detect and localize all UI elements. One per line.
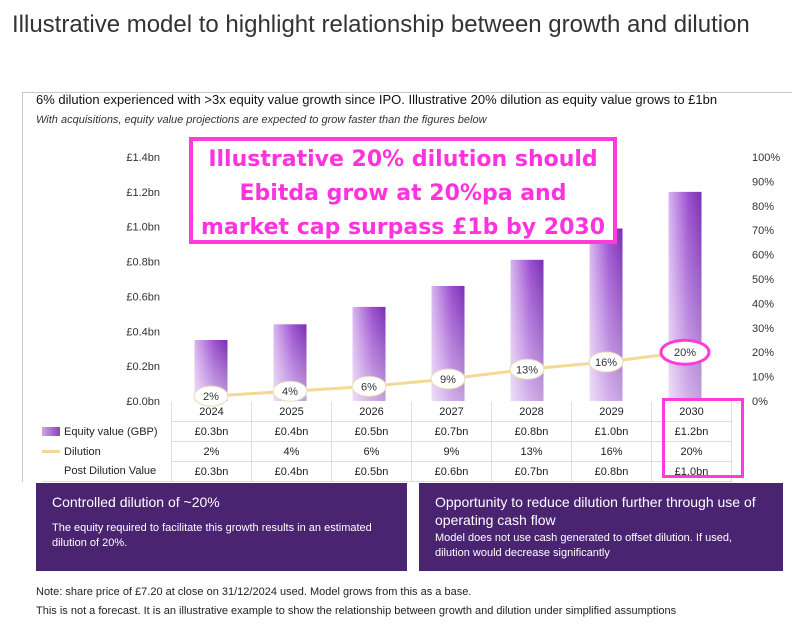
table-cell: £0.8bn [571,461,652,482]
callout-line-2: Ebitda grow at 20%pa and [239,181,567,206]
panel-controlled-dilution: Controlled dilution of ~20% The equity r… [36,483,407,571]
equity-swatch-icon [42,427,60,437]
callout-line-3: market cap surpass £1b by 2030 [200,215,606,240]
row-label: Equity value (GBP) [64,425,158,438]
panel-body: Model does not use cash generated to off… [435,532,732,559]
dilution-data-label: 4% [282,386,298,398]
frame-left-rule [22,92,23,482]
table-corner [42,402,172,422]
table-header-row: 2024 2025 2026 2027 2028 2029 2030 [42,402,732,422]
table-cell: £0.3bn [171,421,252,442]
dilution-data-label: 6% [361,381,377,393]
table-cell: 9% [411,441,492,462]
y-right-tick-label: 60% [752,250,774,262]
table-cell: £0.5bn [331,421,412,442]
table-year: 2028 [491,402,572,422]
callout-line-1: Illustrative 20% dilution should [208,147,598,172]
y-right-tick-label: 40% [752,298,774,310]
y-left-tick-label: £1.0bn [126,222,160,234]
table-cell: £0.4bn [251,461,332,482]
table-year: 2030 [651,402,732,422]
panel-body: The equity required to facilitate this g… [52,522,372,549]
chart-subtitle-italic: With acquisitions, equity value projecti… [36,114,487,126]
table-cell: £0.7bn [491,461,572,482]
dilution-data-label: 9% [440,374,456,386]
dilution-point-marker [659,338,711,366]
dilution-data-label: 16% [595,357,617,369]
y-left-tick-label: £1.2bn [126,187,160,199]
highlight-box-2030 [662,398,744,478]
dilution-line-series: 2% 4% 6% 9% 13% 16% 20% [193,338,711,407]
y-left-tick-label: £0.2bn [126,361,160,373]
table-cell: 2% [171,441,252,462]
footnote-share-price: Note: share price of £7.20 at close on 3… [36,586,472,598]
table-cell: 16% [571,441,652,462]
table-year: 2025 [251,402,332,422]
y-right-tick-label: 30% [752,323,774,335]
y-right-tick-label: 90% [752,176,774,188]
y-right-tick-label: 20% [752,347,774,359]
y-right-tick-label: 10% [752,372,774,384]
table-year: 2026 [331,402,412,422]
panel-title: Controlled dilution of ~20% [52,494,220,510]
dilution-data-label: 13% [516,364,538,376]
table-row-post-dilution: Post Dilution Value £0.3bn £0.4bn £0.5bn… [42,461,732,482]
data-table: 2024 2025 2026 2027 2028 2029 2030 Equit… [42,402,732,482]
panel-title: Opportunity to reduce dilution further t… [435,494,756,528]
y-left-tick-label: £0.0bn [126,396,160,408]
y-right-tick-label: 70% [752,225,774,237]
y-right-tick-label: 0% [752,396,768,408]
y-right-tick-label: 50% [752,274,774,286]
dilution-point-marker [272,380,308,402]
dilution-data-label: 20% [674,347,696,359]
row-label: Post Dilution Value [64,465,157,478]
table-cell: 4% [251,441,332,462]
y-left-axis: £0.0bn £0.2bn £0.4bn £0.6bn £0.8bn £1.0bn £1.2… [126,152,160,408]
page-title: Illustrative model to highlight relation… [12,11,750,38]
chart: £0.0bn £0.2bn £0.4bn £0.6bn £0.8bn £1.0bn £1.2… [126,152,780,408]
y-left-tick-label: £0.4bn [126,326,160,338]
footnote-disclaimer: This is not a forecast. It is an illustr… [36,605,677,617]
y-left-tick-label: £1.4bn [126,152,160,164]
table-cell: 6% [331,441,412,462]
frame-top-rule [22,92,792,93]
table-year: 2024 [171,402,252,422]
equity-bar-shade [510,259,544,401]
y-left-tick-label: £0.6bn [126,291,160,303]
dilution-data-label: 2% [203,391,219,403]
table-year: 2027 [411,402,492,422]
chart-subtitle: 6% dilution experienced with >3x equity … [36,92,718,107]
table-cell: £0.7bn [411,421,492,442]
callout-box: Illustrative 20% dilution should Ebitda … [189,137,617,244]
y-left-tick-label: £0.8bn [126,257,160,269]
dilution-swatch-icon [42,450,60,454]
dilution-point-marker [509,358,545,380]
equity-bar-shade [668,191,702,401]
table-row-dilution: Dilution 2% 4% 6% 9% 13% 16% 20% [42,441,732,462]
panel-reduce-dilution: Opportunity to reduce dilution further t… [419,483,783,571]
table-cell: £0.4bn [251,421,332,442]
dilution-point-marker [588,351,624,373]
equity-bar-shade [589,228,623,401]
row-label: Dilution [64,445,101,458]
table-cell: £0.3bn [171,461,252,482]
dilution-point-marker [351,375,387,397]
table-cell: £0.5bn [331,461,412,482]
table-row-equity: Equity value (GBP) £0.3bn £0.4bn £0.5bn … [42,421,732,442]
table-year: 2029 [571,402,652,422]
y-right-axis: 0% 10% 20% 30% 40% 50% 60% 70% 80% 90% 100% [752,152,780,408]
y-right-tick-label: 80% [752,201,774,213]
table-cell: £0.6bn [411,461,492,482]
dilution-point-marker [430,368,466,390]
y-right-tick-label: 100% [752,152,780,164]
table-cell: 13% [491,441,572,462]
table-cell: £0.8bn [491,421,572,442]
table-cell: £1.0bn [571,421,652,442]
